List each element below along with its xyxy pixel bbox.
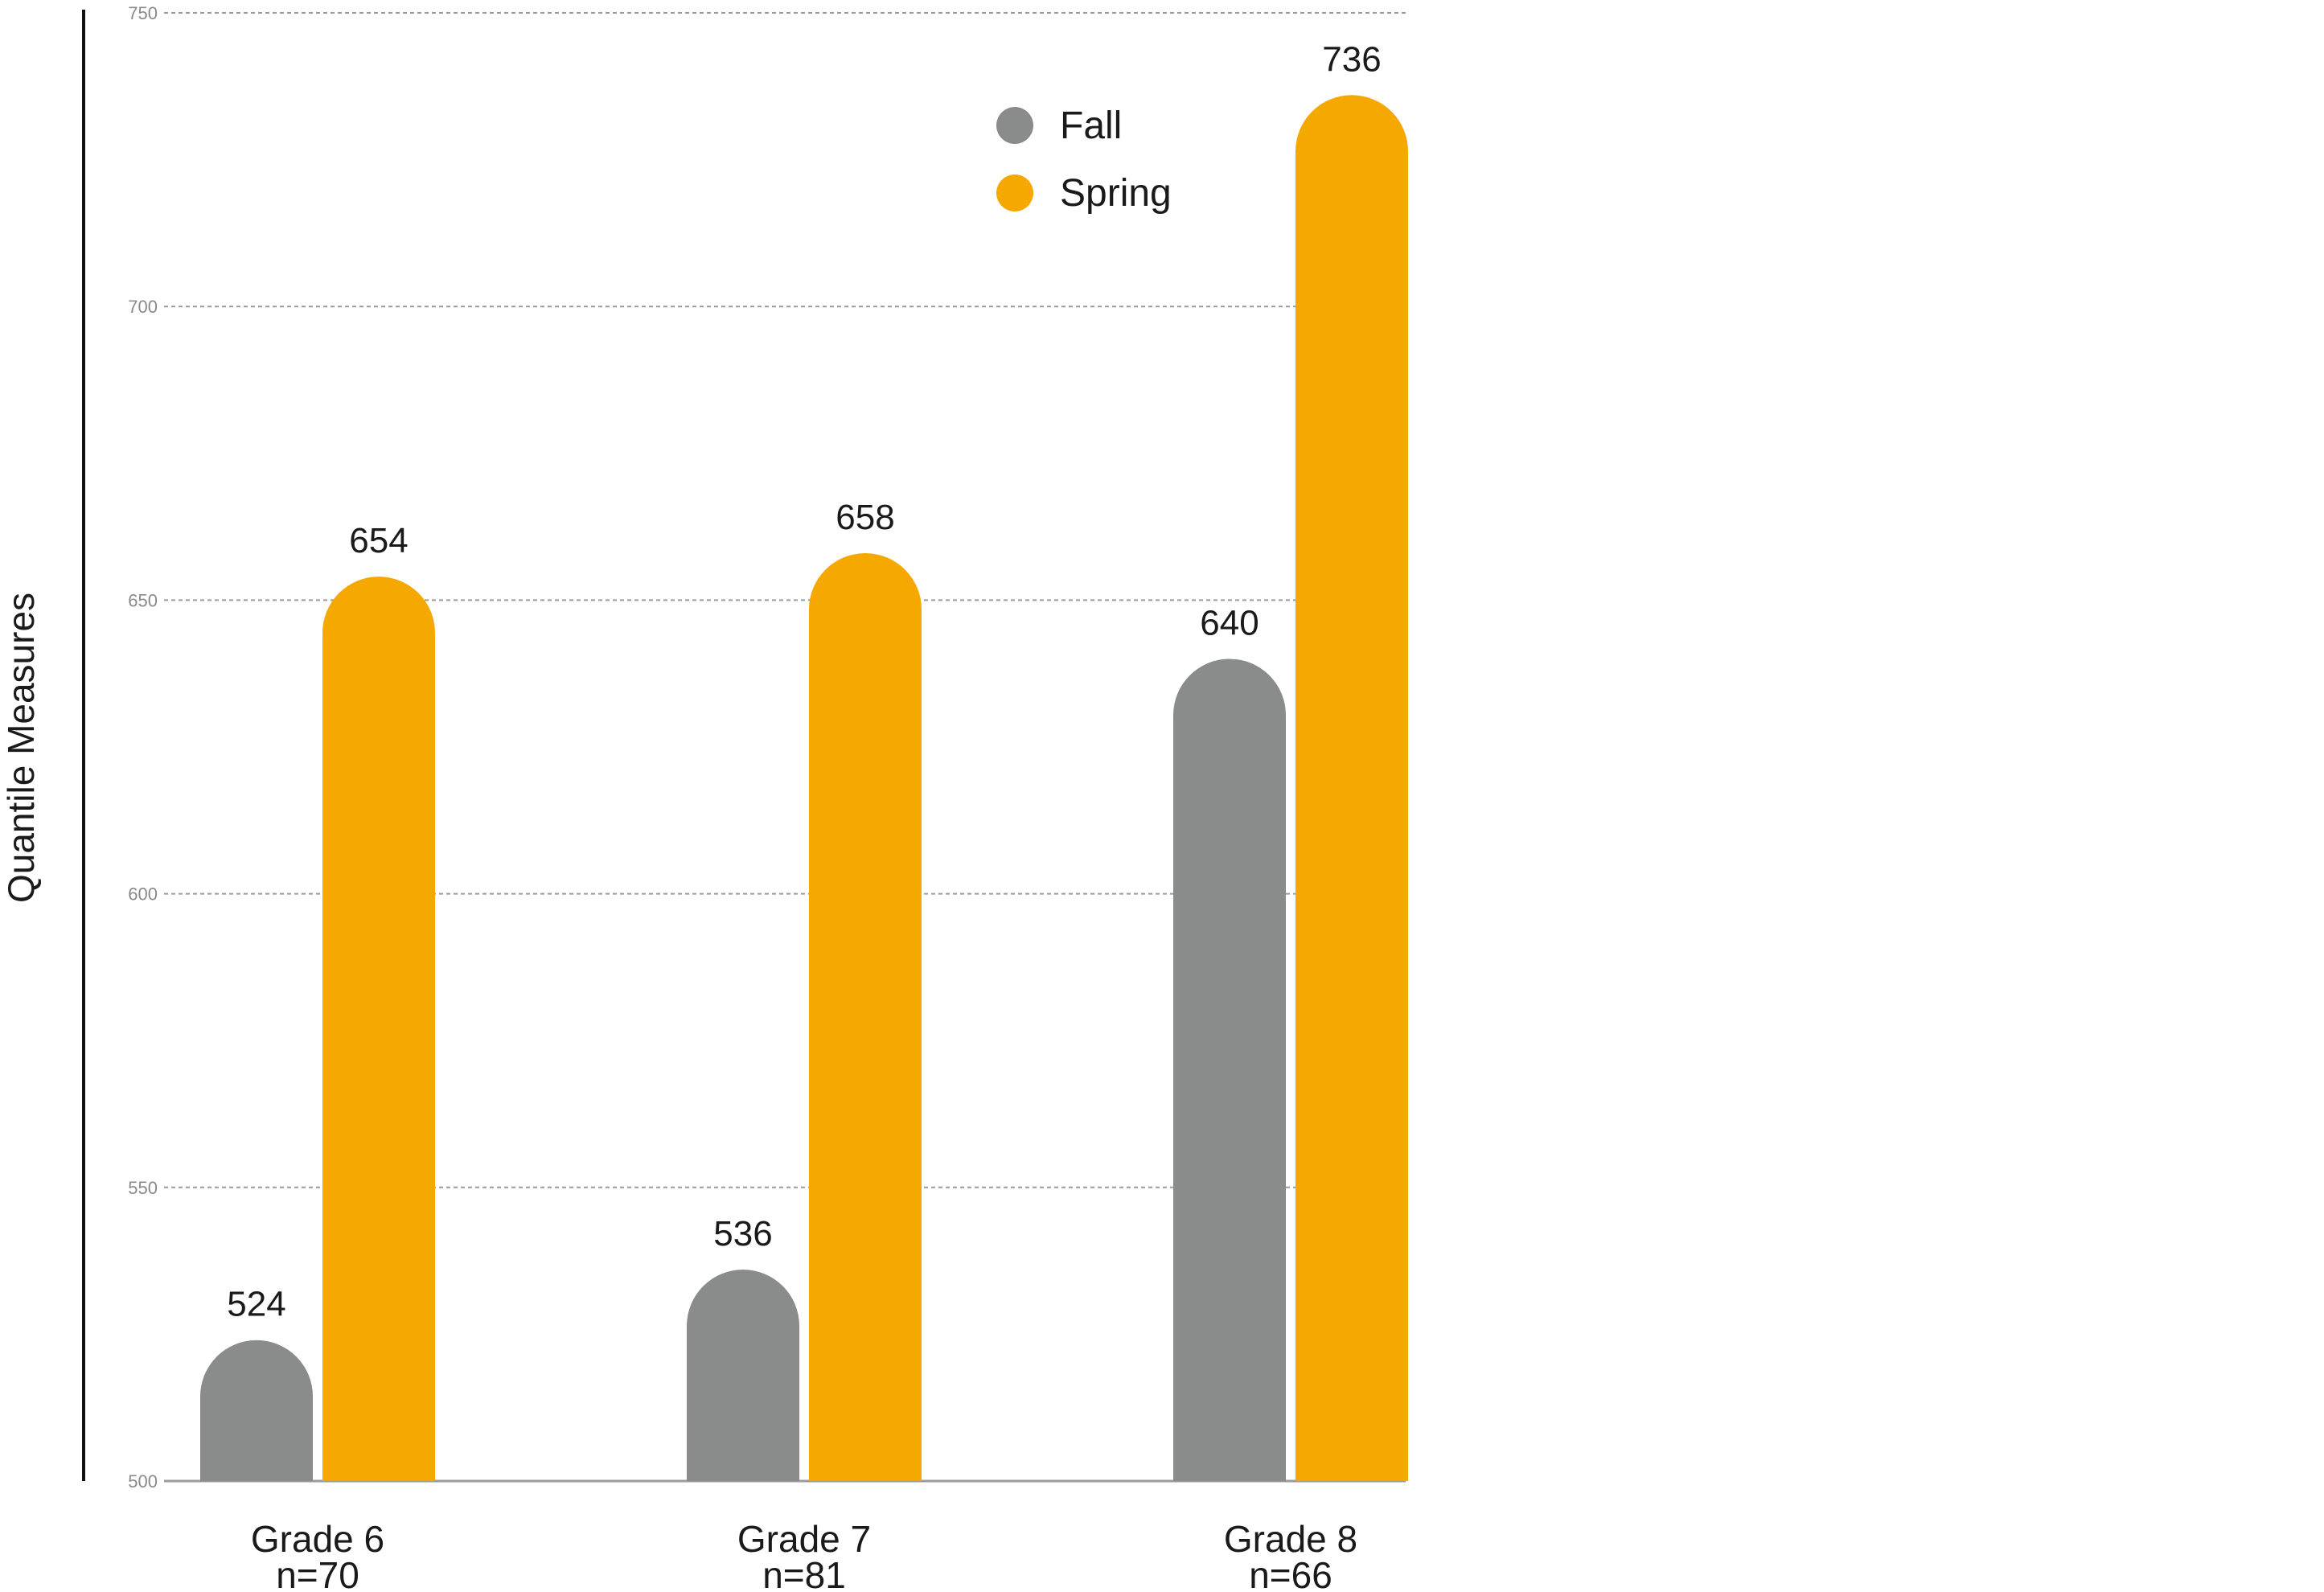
category-note: n=70 bbox=[276, 1554, 359, 1592]
value-labels: 524 654 536 658 640 736 bbox=[227, 39, 1381, 1323]
bar-spring bbox=[809, 552, 922, 1481]
category-labels: Grade 6n=70 Grade 7n=81 Grade 8n=66 bbox=[251, 1518, 1357, 1592]
legend-swatch-fall bbox=[996, 107, 1033, 144]
bars bbox=[200, 95, 1408, 1482]
bar-fall bbox=[200, 1340, 313, 1481]
y-axis-title: Quantile Measures bbox=[0, 593, 42, 903]
bar-fall bbox=[1173, 659, 1286, 1481]
y-tick-label: 500 bbox=[128, 1471, 158, 1491]
value-label: 658 bbox=[836, 498, 894, 537]
y-tick-label: 550 bbox=[128, 1178, 158, 1198]
category-note: n=81 bbox=[762, 1554, 846, 1592]
legend-swatch-spring bbox=[996, 174, 1033, 211]
legend-label-spring: Spring bbox=[1060, 172, 1172, 215]
y-tick-label: 700 bbox=[128, 297, 158, 317]
category-label: Grade 6 bbox=[251, 1518, 384, 1560]
value-label: 524 bbox=[227, 1285, 285, 1324]
bar-spring bbox=[322, 576, 435, 1481]
category-label: Grade 7 bbox=[737, 1518, 871, 1560]
y-tick-labels: 500 550 600 650 700 750 bbox=[128, 3, 158, 1491]
value-label: 736 bbox=[1322, 39, 1381, 79]
legend: Fall Spring bbox=[996, 105, 1172, 215]
value-label: 640 bbox=[1200, 603, 1258, 642]
value-label: 536 bbox=[713, 1214, 772, 1253]
bar-fall bbox=[687, 1270, 799, 1481]
y-tick-label: 600 bbox=[128, 884, 158, 905]
value-label: 654 bbox=[349, 521, 408, 560]
y-tick-label: 650 bbox=[128, 590, 158, 610]
legend-label-fall: Fall bbox=[1060, 105, 1122, 147]
category-label: Grade 8 bbox=[1224, 1518, 1357, 1560]
y-tick-label: 750 bbox=[128, 3, 158, 23]
category-note: n=66 bbox=[1249, 1554, 1332, 1592]
bar-spring bbox=[1295, 95, 1408, 1482]
